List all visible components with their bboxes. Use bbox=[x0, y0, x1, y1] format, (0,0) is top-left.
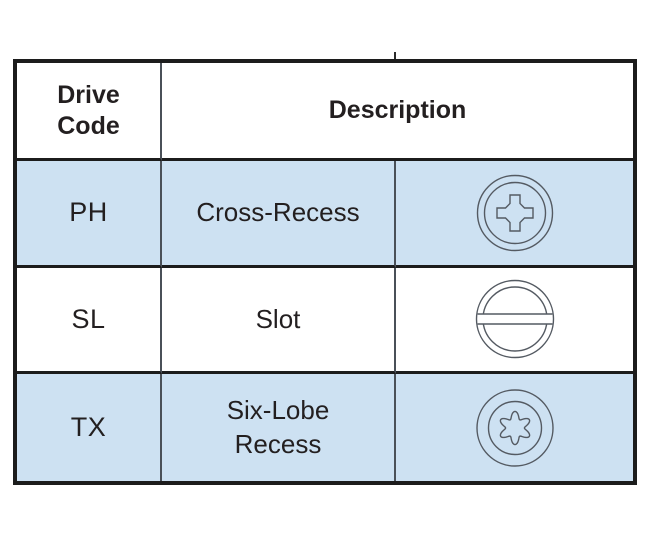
table-row-tx-code: TX bbox=[17, 374, 162, 481]
table-row-sl-code: SL bbox=[17, 267, 162, 375]
table-row-sl-description: Slot bbox=[162, 267, 396, 375]
drive-code-value: TX bbox=[70, 412, 107, 443]
phillips-cross-shape bbox=[495, 194, 534, 232]
header-description-label: Description bbox=[328, 96, 467, 125]
six-lobe-star bbox=[499, 410, 530, 445]
slot-icon bbox=[475, 280, 554, 359]
table-row-tx-icon-cell bbox=[396, 374, 633, 481]
drive-code-value: SL bbox=[71, 303, 106, 334]
drive-code-value: PH bbox=[69, 197, 108, 228]
cross-recess-icon bbox=[476, 174, 553, 252]
table-row-ph-icon-cell bbox=[396, 161, 633, 268]
description-value: Slot bbox=[255, 303, 301, 334]
drive-code-table: Drive Code Description PH Cross-Recess S… bbox=[13, 59, 637, 485]
column-divider-tick bbox=[394, 52, 396, 61]
six-lobe-recess-icon bbox=[475, 388, 554, 467]
description-value: Cross-Recess bbox=[196, 196, 360, 227]
header-cell-drive-code: Drive Code bbox=[17, 63, 162, 161]
header-cell-description: Description bbox=[162, 63, 633, 161]
table-row-ph-description: Cross-Recess bbox=[162, 161, 396, 268]
table-row-ph-code: PH bbox=[17, 161, 162, 268]
table-row-sl-icon-cell bbox=[396, 268, 633, 375]
table-row-tx-description: Six-Lobe Recess bbox=[162, 374, 396, 481]
header-drive-code-label: Drive Code bbox=[57, 81, 120, 140]
description-value: Six-Lobe Recess bbox=[226, 394, 330, 459]
